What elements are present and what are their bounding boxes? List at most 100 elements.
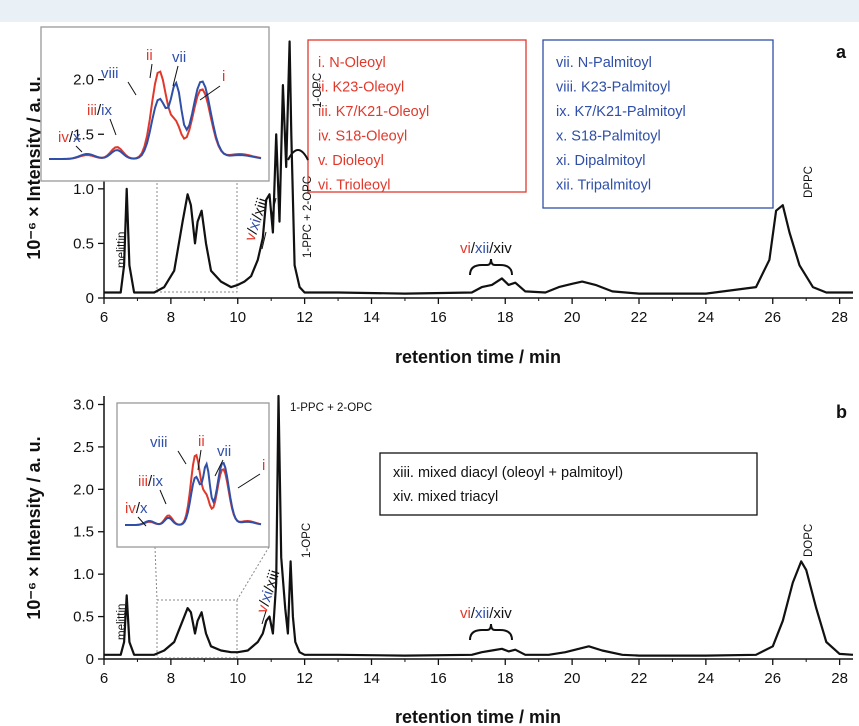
legend-red-item: i. N-Oleoyl (318, 55, 386, 71)
brace-b (469, 623, 513, 641)
inset-trace-palmitoyl (125, 461, 262, 526)
legend-blue-item: vii. N-Palmitoyl (556, 55, 652, 71)
inset-pointer (137, 516, 147, 527)
inset-label: viii (101, 65, 119, 82)
legend-box-black (379, 452, 758, 516)
y-tick-label: 1.0 (73, 181, 94, 198)
x-tick-label: 6 (100, 309, 108, 326)
inset-pointer (75, 145, 83, 153)
y-tick-label: 1.0 (73, 566, 94, 583)
x-tick-label: 28 (831, 670, 848, 687)
y-tick-label: 2.5 (73, 439, 94, 456)
inset-label: i (262, 457, 265, 474)
x-tick-label: 20 (564, 670, 581, 687)
y-tick-label: 1.5 (73, 126, 94, 143)
x-tick-label: 24 (698, 309, 715, 326)
peak-label-melittin: melittin (116, 232, 128, 268)
inset-label: vii (217, 443, 231, 460)
legend-blue-item: xii. Tripalmitoyl (556, 178, 651, 194)
legend-red-item: vi. Trioleoyl (318, 178, 391, 194)
x-tick-label: 16 (430, 309, 447, 326)
inset-trace-palmitoyl (49, 80, 262, 160)
pointer-v (261, 610, 267, 625)
group-label-vi-xii-xiv: vi/xii/xiv (460, 240, 512, 257)
pointer-xiii (271, 197, 277, 216)
inset-pointer (199, 85, 221, 101)
legend-red-item: v. Dioleoyl (318, 153, 384, 169)
legend-red-item: iii. K7/K21-Oleoyl (318, 104, 429, 120)
x-tick-label: 10 (229, 309, 246, 326)
inset-label: iv/x (58, 129, 81, 146)
y-tick-label: 2.0 (73, 481, 94, 498)
inset-label: vii (172, 49, 186, 66)
panel-label-b: b (836, 402, 847, 422)
peak-label-1-opc: 1-OPC (312, 73, 324, 108)
x-tick-label: 12 (296, 309, 313, 326)
inset-label: viii (150, 434, 168, 451)
x-axis-title-b: retention time / min (395, 707, 561, 726)
inset-pointer (214, 459, 224, 477)
bracket-1ppc (287, 149, 309, 161)
x-tick-label: 6 (100, 670, 108, 687)
y-tick-label: 2.0 (73, 72, 94, 89)
peak-label-dopc: DOPC (803, 524, 815, 557)
inset-pointer (172, 65, 179, 87)
inset-label: iii/ix (138, 473, 164, 490)
x-tick-label: 24 (698, 670, 715, 687)
y-axis-title-a: 10⁻⁶ × Intensity / a. u. (24, 76, 44, 259)
inset-label: i (222, 68, 225, 85)
legend-box-blue (542, 39, 774, 209)
y-tick-label: 0.5 (73, 609, 94, 626)
y-tick-label: 0.5 (73, 235, 94, 252)
group-label-vi-xii-xiv: vi/xii/xiv (460, 605, 512, 622)
legend-blue-item: viii. K23-Palmitoyl (556, 80, 670, 96)
inset-label: ii (198, 433, 205, 450)
panel-label-a: a (836, 42, 847, 62)
legend-box-red (307, 39, 527, 193)
x-tick-label: 14 (363, 309, 380, 326)
y-tick-label: 1.5 (73, 524, 94, 541)
legend-black-item: xiv. mixed triacyl (393, 489, 498, 505)
x-tick-label: 28 (831, 309, 848, 326)
inset-pointer (109, 118, 117, 136)
y-tick-label: 3.0 (73, 396, 94, 413)
x-tick-label: 20 (564, 309, 581, 326)
inset-pointer (237, 473, 261, 489)
legend-red-item: iv. S18-Oleoyl (318, 129, 407, 145)
x-tick-label: 26 (764, 670, 781, 687)
y-tick-label: 0 (86, 290, 94, 307)
inset-label: ii (146, 47, 153, 64)
pointer-v (261, 231, 267, 250)
x-tick-label: 8 (167, 670, 175, 687)
peak-label-melittin: melittin (116, 604, 128, 640)
legend-blue-item: xi. Dipalmitoyl (556, 153, 645, 169)
peak-label-1ppc-2opc: 1-PPC + 2-OPC (290, 402, 372, 414)
x-tick-label: 10 (229, 670, 246, 687)
inset-label: iv/x (125, 500, 148, 517)
legend-blue-item: ix. K7/K21-Palmitoyl (556, 104, 686, 120)
inset-label: iii/ix (87, 102, 113, 119)
chromatogram-series (104, 394, 854, 657)
x-tick-label: 8 (167, 309, 175, 326)
x-tick-label: 12 (296, 670, 313, 687)
panel-a: a retention time / min 10⁻⁶ × Intensity … (24, 26, 853, 367)
inset-pointer (197, 449, 202, 471)
x-tick-label: 22 (631, 309, 648, 326)
peak-label-1ppc-2opc: 1-PPC + 2-OPC (302, 176, 314, 258)
y-tick-label: 0 (86, 651, 94, 668)
y-axis-title-b: 10⁻⁶ × Intensity / a. u. (24, 436, 44, 619)
x-tick-label: 22 (631, 670, 648, 687)
inset-pointer (159, 489, 167, 505)
brace-a (469, 258, 513, 276)
inset-pointer (149, 63, 153, 79)
x-tick-label: 18 (497, 670, 514, 687)
x-axis-title-a: retention time / min (395, 347, 561, 367)
group-label-v-xi-xiii: v/xi/xiii (242, 196, 272, 243)
inset-pointer (127, 81, 137, 96)
top-band (0, 0, 859, 22)
group-label-v-xi-xiii: v/xi/xiii (254, 568, 284, 615)
legend-black-item: xiii. mixed diacyl (oleoyl + palmitoyl) (393, 465, 623, 481)
x-tick-label: 14 (363, 670, 380, 687)
peak-label-1-opc: 1-OPC (301, 523, 313, 558)
